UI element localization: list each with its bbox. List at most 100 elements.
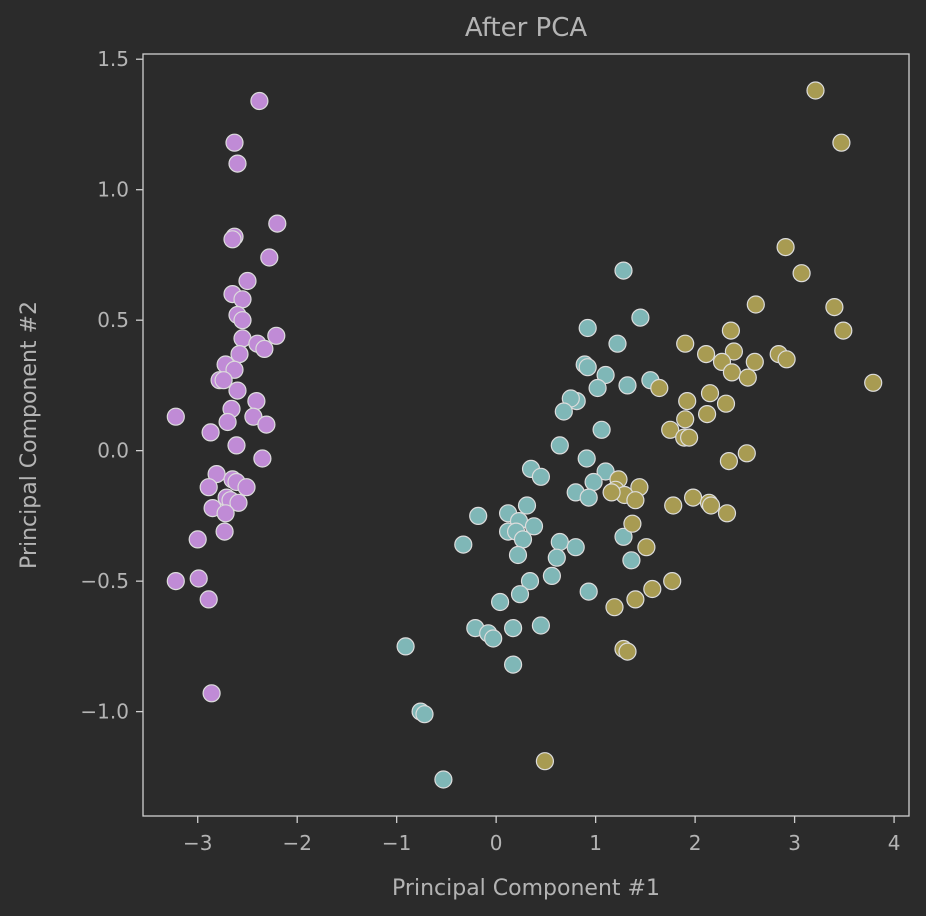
scatter-point xyxy=(189,569,208,588)
series-3 xyxy=(535,81,883,771)
scatter-point xyxy=(531,467,551,486)
scatter-point xyxy=(614,527,633,546)
x-tick-label: 4 xyxy=(888,831,901,855)
scatter-point xyxy=(832,133,851,152)
scatter-point xyxy=(166,571,185,591)
scatter-point xyxy=(776,238,795,257)
scatter-point xyxy=(679,428,699,447)
scatter-point xyxy=(542,566,562,586)
y-tick-label: −1.0 xyxy=(80,700,129,724)
scatter-point xyxy=(622,551,641,570)
scatter-point xyxy=(223,230,242,249)
series-2 xyxy=(396,261,660,789)
y-axis-label: Principal Component #2 xyxy=(17,301,42,569)
chart-title: After PCA xyxy=(465,13,588,43)
scatter-point xyxy=(664,496,683,515)
scatter-point xyxy=(238,271,257,291)
scatter-point xyxy=(229,493,248,512)
scatter-point xyxy=(434,770,453,789)
x-tick-label: 0 xyxy=(490,831,503,855)
scatter-point xyxy=(719,452,739,471)
scatter-point xyxy=(745,352,764,371)
scatter-point xyxy=(268,214,287,233)
y-tick-label: −0.5 xyxy=(80,569,129,593)
scatter-point xyxy=(631,308,650,327)
scatter-point xyxy=(260,248,279,267)
y-axis-ticks: 1.5 1.0 0.5 0.0 −0.5 −1.0 xyxy=(80,47,143,724)
scatter-point xyxy=(188,530,207,549)
x-tick-label: −2 xyxy=(282,831,311,855)
x-tick-label: 3 xyxy=(788,831,801,855)
scatter-point xyxy=(255,339,274,358)
scatter-point xyxy=(225,133,244,152)
scatter-point xyxy=(650,378,669,398)
scatter-point xyxy=(678,392,697,411)
scatter-point xyxy=(578,318,597,338)
scatter-point xyxy=(623,514,642,533)
scatter-point xyxy=(722,363,742,382)
scatter-point xyxy=(592,420,611,439)
scatter-point xyxy=(716,394,736,413)
scatter-point xyxy=(676,410,695,429)
scatter-point xyxy=(508,545,528,565)
scatter-point xyxy=(547,548,566,567)
scatter-point xyxy=(267,326,286,345)
scatter-point xyxy=(700,384,720,403)
x-tick-label: 1 xyxy=(589,831,602,855)
scatter-point xyxy=(614,261,633,280)
scatter-point xyxy=(166,407,185,426)
scatter-point xyxy=(661,420,680,439)
scatter-point xyxy=(746,295,765,314)
scatter-point xyxy=(566,538,585,557)
scatter-point xyxy=(626,491,645,510)
y-tick-label: 1.0 xyxy=(97,178,129,202)
scatter-point xyxy=(696,345,716,364)
scatter-point xyxy=(207,465,226,484)
scatter-point xyxy=(199,590,218,609)
scatter-point xyxy=(214,371,233,390)
scatter-point xyxy=(520,571,540,591)
scatter-point xyxy=(697,405,717,424)
scatter-point xyxy=(199,478,218,497)
scatter-point xyxy=(227,436,246,455)
scatter-point xyxy=(550,436,569,455)
y-tick-label: 1.5 xyxy=(97,47,129,71)
scatter-point xyxy=(554,402,573,421)
scatter-point xyxy=(588,378,607,398)
scatter-point xyxy=(257,415,276,434)
scatter-point xyxy=(233,290,252,309)
x-axis-label: Principal Component #1 xyxy=(392,876,660,901)
scatter-point xyxy=(825,298,844,317)
scatter-point xyxy=(637,538,656,557)
scatter-point xyxy=(228,154,247,173)
scatter-point xyxy=(513,530,533,549)
scatter-point xyxy=(777,350,796,369)
scatter-point xyxy=(454,535,473,554)
scatter-point xyxy=(247,392,266,411)
scatter-point xyxy=(396,637,415,656)
scatter-point xyxy=(503,655,523,674)
scatter-point xyxy=(250,91,269,111)
scatter-point xyxy=(201,423,220,442)
scatter-point xyxy=(717,504,737,523)
scatter-point xyxy=(484,629,503,648)
scatter-point xyxy=(663,571,682,591)
scatter-point xyxy=(864,373,883,392)
scatter-point xyxy=(596,365,615,385)
scatter-point xyxy=(230,345,249,364)
scatter-point xyxy=(491,592,510,612)
scatter-point xyxy=(792,264,811,283)
scatter-point xyxy=(806,81,825,100)
scatter-point xyxy=(524,517,544,536)
scatter-point xyxy=(579,488,598,507)
scatter-point xyxy=(738,368,757,387)
x-axis-ticks: −3 −2 −1 0 1 2 3 4 xyxy=(183,816,900,855)
x-tick-label: −3 xyxy=(183,831,212,855)
scatter-point xyxy=(579,582,598,601)
scatter-point xyxy=(415,705,434,724)
scatter-point xyxy=(584,472,603,492)
scatter-point xyxy=(643,579,662,599)
scatter-point xyxy=(834,321,853,340)
